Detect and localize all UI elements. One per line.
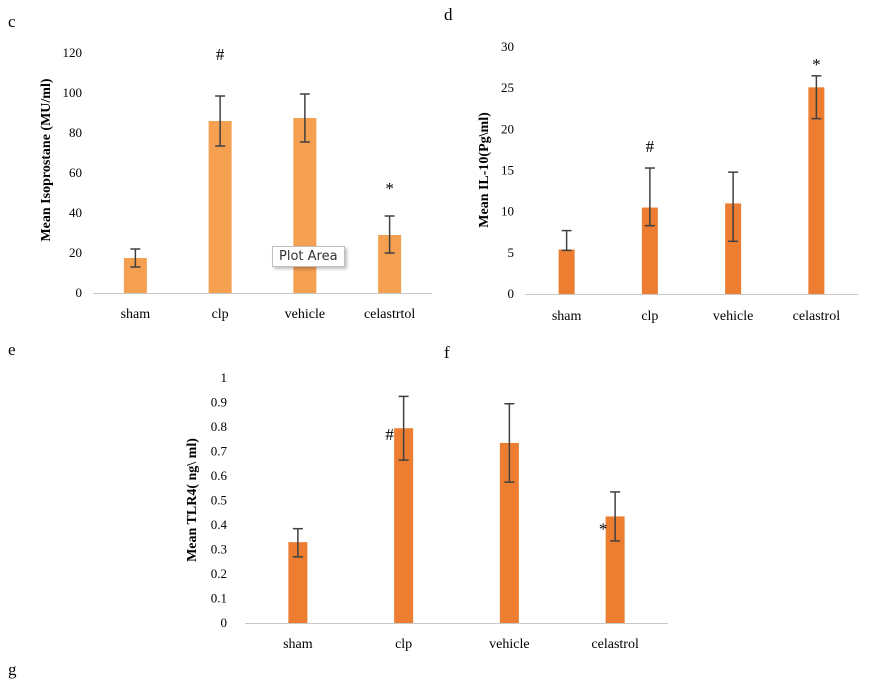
bar — [725, 203, 742, 294]
y-tick-label: 40 — [69, 205, 82, 220]
bar — [641, 207, 658, 294]
y-tick-label: 0.3 — [211, 542, 227, 557]
y-tick-label: 0.4 — [211, 517, 228, 532]
significance-marker: * — [385, 179, 394, 198]
y-tick-label: 30 — [501, 39, 514, 54]
category-label: celastrtol — [364, 307, 415, 322]
bar — [288, 542, 308, 623]
y-tick-label: 0.6 — [211, 468, 228, 483]
y-tick-label: 15 — [501, 163, 514, 178]
category-label: vehicle — [285, 307, 325, 322]
panel-letter-e: e — [8, 340, 16, 359]
y-tick-label: 0.1 — [211, 591, 227, 606]
bar — [394, 428, 414, 623]
panel-letter-c: c — [8, 12, 16, 31]
y-tick-label: 0.7 — [211, 444, 228, 459]
category-label: clp — [212, 307, 229, 322]
bar — [123, 258, 147, 293]
y-axis-label: Mean TLR4( ng\ ml) — [185, 438, 200, 562]
y-tick-label: 1 — [221, 370, 228, 385]
y-tick-label: 60 — [69, 165, 82, 180]
y-tick-label: 0.5 — [211, 493, 227, 508]
bar — [558, 249, 575, 294]
bar — [808, 87, 825, 295]
y-tick-label: 0.9 — [211, 395, 227, 410]
y-axis-label: Mean IL-10(Pg\ml) — [477, 112, 492, 228]
significance-marker: # — [216, 45, 225, 64]
category-label: sham — [121, 307, 151, 322]
category-label: vehicle — [489, 637, 529, 652]
y-tick-label: 120 — [63, 45, 83, 60]
plot-area-tooltip: Plot Area — [272, 246, 345, 267]
category-label: sham — [552, 309, 582, 324]
panel-letter-g: g — [8, 660, 17, 679]
bar — [378, 235, 402, 293]
y-tick-label: 0.2 — [211, 566, 227, 581]
panel-letter-f: f — [444, 343, 450, 362]
y-tick-label: 20 — [501, 121, 514, 136]
category-label: vehicle — [713, 309, 753, 324]
y-tick-label: 5 — [508, 245, 515, 260]
y-tick-label: 100 — [63, 85, 83, 100]
bar — [605, 516, 625, 623]
category-label: sham — [283, 637, 313, 652]
significance-marker: # — [646, 137, 655, 156]
category-label: clp — [395, 637, 412, 652]
bar — [499, 442, 519, 623]
y-axis-label: Mean Isoprostane (MU/ml) — [39, 78, 54, 241]
y-tick-label: 25 — [501, 80, 514, 95]
significance-marker: # — [385, 425, 394, 444]
y-tick-label: 20 — [69, 245, 82, 260]
significance-marker: * — [599, 519, 608, 538]
y-tick-label: 10 — [501, 204, 514, 219]
category-label: celastrol — [591, 637, 639, 652]
category-label: clp — [641, 309, 658, 324]
y-tick-label: 80 — [69, 125, 82, 140]
category-label: celastrol — [793, 309, 841, 324]
y-tick-label: 0.8 — [211, 419, 227, 434]
panel-letter-d: d — [444, 5, 453, 24]
y-tick-label: 0 — [76, 285, 83, 300]
y-tick-label: 0 — [221, 615, 228, 630]
significance-marker: * — [812, 55, 821, 74]
bar — [208, 121, 232, 293]
y-tick-label: 0 — [508, 286, 515, 301]
